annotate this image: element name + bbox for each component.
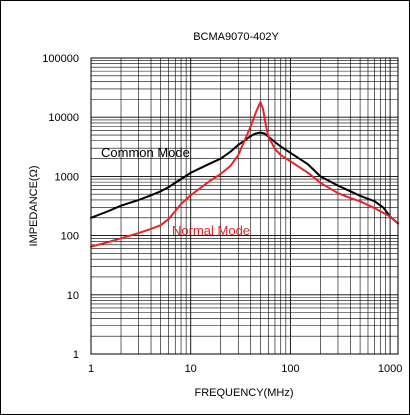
y-tick-label: 10000 <box>48 112 79 124</box>
x-tick-label: 1000 <box>378 363 402 375</box>
series-layer <box>90 101 399 248</box>
y-tick-label: 100000 <box>42 53 79 65</box>
grid-lines <box>91 58 398 354</box>
series-label-common-mode: Common Mode <box>101 145 190 160</box>
y-tick-label: 1000 <box>55 171 79 183</box>
x-tick-label: 1 <box>88 363 94 375</box>
x-axis-label: FREQUENCY(MHz) <box>195 387 294 399</box>
series-label-normal-mode: Normal Mode <box>172 223 250 238</box>
series-line-normal-mode <box>90 101 399 248</box>
y-tick-label: 100 <box>61 231 79 243</box>
plot-frame <box>90 57 399 355</box>
x-tick-label: 100 <box>281 363 299 375</box>
x-tick-label: 10 <box>185 363 197 375</box>
y-tick-label: 10 <box>67 290 79 302</box>
series-line-common-mode <box>90 131 399 225</box>
y-axis-label: IMPEDANCE(Ω) <box>28 166 40 247</box>
chart-title: BCMA9070-402Y <box>193 31 279 43</box>
tick-labels: 1 10 100 1000 1 10 100 1000 10000 100000 <box>42 53 402 375</box>
y-tick-label: 1 <box>73 349 79 361</box>
